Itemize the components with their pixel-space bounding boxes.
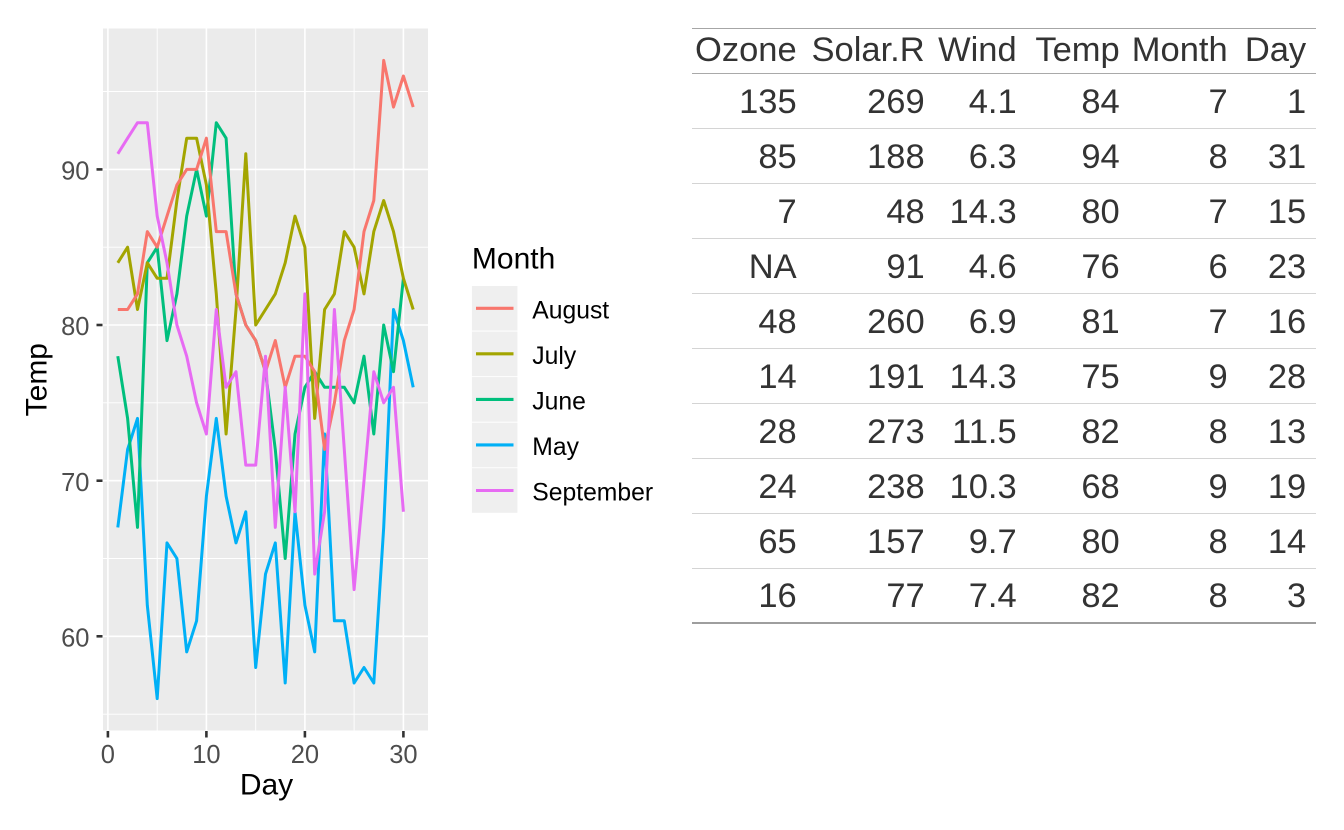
svg-text:August: August xyxy=(532,298,609,325)
svg-text:70: 70 xyxy=(61,469,89,497)
svg-text:June: June xyxy=(532,389,586,416)
svg-text:Temp: Temp xyxy=(21,343,54,416)
svg-text:Month: Month xyxy=(472,243,555,276)
svg-text:Day: Day xyxy=(240,768,293,801)
svg-text:July: July xyxy=(532,343,577,370)
svg-text:10: 10 xyxy=(192,741,220,769)
svg-text:30: 30 xyxy=(389,741,417,769)
svg-text:20: 20 xyxy=(291,741,319,769)
svg-text:80: 80 xyxy=(61,313,89,341)
svg-text:90: 90 xyxy=(61,158,89,186)
svg-text:May: May xyxy=(532,434,579,461)
svg-text:September: September xyxy=(532,480,653,507)
svg-text:60: 60 xyxy=(61,624,89,652)
svg-text:0: 0 xyxy=(101,741,115,769)
